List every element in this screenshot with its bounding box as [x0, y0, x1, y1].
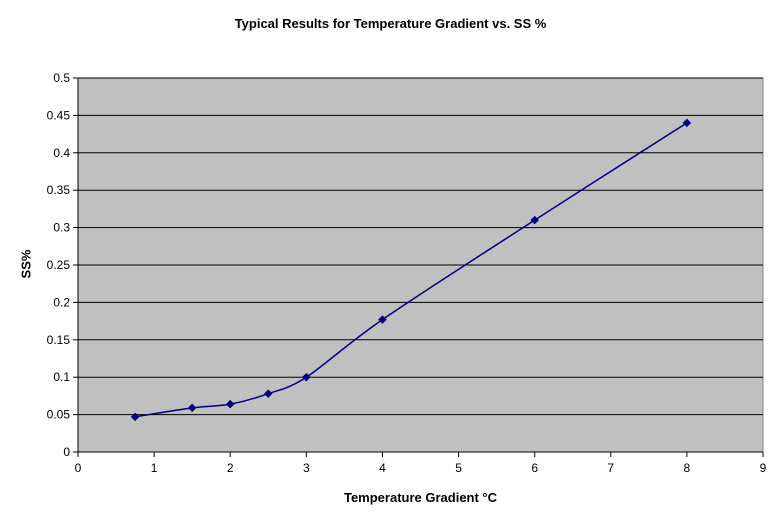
- data-point-marker: [530, 215, 540, 225]
- y-tick-label: 0.15: [47, 333, 71, 347]
- x-tick-label: 7: [607, 461, 614, 475]
- x-tick-label: 1: [151, 461, 158, 475]
- y-tick-label: 0.45: [47, 108, 71, 122]
- data-point-marker: [130, 412, 140, 422]
- tick-labels: 0 0.05 0.1 0.15 0.2 0.25 0.3 0.35 0.4 0.45 0.5 0 1 2 3…: [47, 71, 767, 475]
- data-point-marker: [187, 403, 197, 413]
- data-point-marker: [378, 315, 387, 324]
- y-tick-label: 0: [63, 445, 70, 459]
- x-tick-label: 9: [760, 461, 767, 475]
- y-tick-label: 0.5: [53, 71, 70, 85]
- y-tick-label: 0.4: [53, 146, 70, 160]
- data-point-marker: [263, 389, 273, 399]
- x-tick-label: 6: [531, 461, 538, 475]
- y-axis-title: SS%: [18, 249, 34, 279]
- y-tick-label: 0.25: [47, 258, 71, 272]
- data-point-marker: [682, 118, 692, 128]
- x-tick-label: 3: [303, 461, 310, 475]
- x-tick-label: 4: [379, 461, 386, 475]
- y-tick-label: 0.2: [53, 295, 70, 309]
- data-point-marker: [225, 399, 235, 409]
- y-tick-label: 0.1: [53, 370, 70, 384]
- data-series: [130, 118, 692, 422]
- gridlines: [78, 77, 763, 416]
- y-tick-label: 0.35: [47, 183, 71, 197]
- axes: [73, 77, 764, 457]
- x-tick-label: 0: [75, 461, 82, 475]
- y-tick-label: 0.3: [53, 221, 70, 235]
- x-tick-label: 8: [684, 461, 691, 475]
- chart-title: Typical Results for Temperature Gradient…: [234, 16, 547, 31]
- data-point-marker: [301, 372, 311, 382]
- x-tick-label: 5: [455, 461, 462, 475]
- x-axis-title: Temperature Gradient °C: [343, 490, 498, 505]
- series-line: [134, 122, 688, 418]
- y-tick-label: 0.05: [47, 408, 71, 422]
- x-tick-label: 2: [227, 461, 234, 475]
